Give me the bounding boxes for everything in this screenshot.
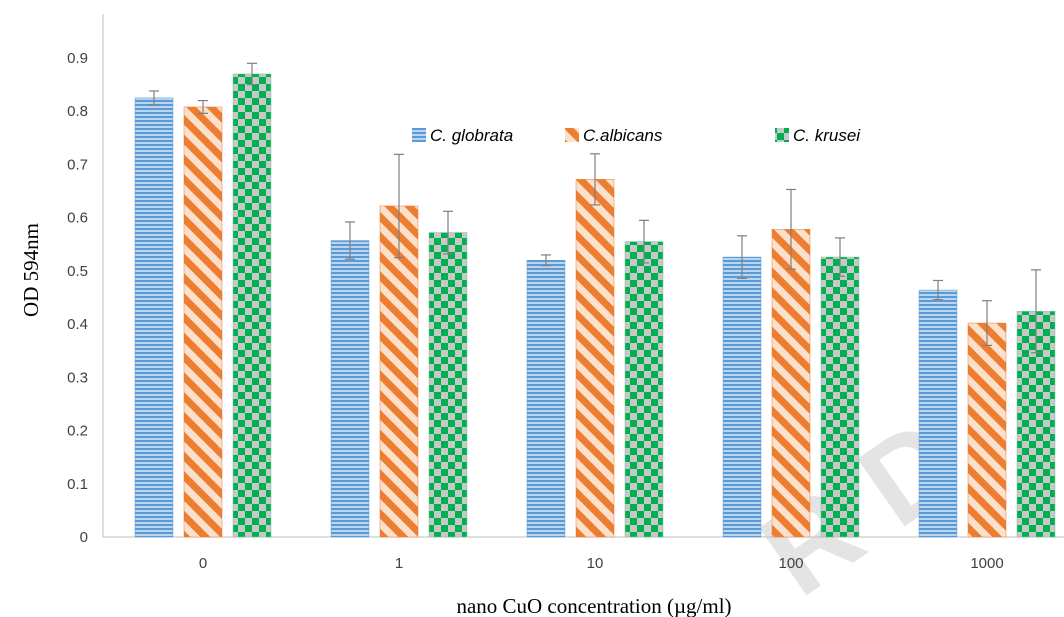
- error-bars-group: [149, 62, 1041, 354]
- x-axis-title: nano CuO concentration (µg/ml): [456, 594, 731, 617]
- bar-c-albicans-1000: [967, 322, 1007, 538]
- y-tick-label: 0.8: [67, 103, 88, 120]
- y-tick-label: 0.5: [67, 263, 88, 280]
- legend-swatch-c-albicans: [565, 128, 579, 142]
- y-tick-label: 0.1: [67, 476, 88, 493]
- bar-c-krusei-0: [232, 73, 272, 538]
- y-tick-label: 0.4: [67, 316, 88, 333]
- y-tick-label: 0.9: [67, 50, 88, 67]
- x-axis-ticks: 0 1 10 100 1000: [199, 555, 1004, 572]
- legend-label-c-krusei: C. krusei: [793, 126, 861, 145]
- error-bar: [933, 279, 943, 301]
- y-tick-label: 0.3: [67, 369, 88, 386]
- bar-c-albicans-1: [379, 205, 419, 538]
- x-tick-label: 10: [587, 555, 604, 572]
- error-bar: [345, 221, 355, 260]
- bar-c-globrata-10: [526, 259, 566, 538]
- legend-swatch-c-globrata: [412, 128, 426, 142]
- bar-c-krusei-1: [428, 232, 468, 538]
- y-tick-label: 0.2: [67, 423, 88, 440]
- bar-c-albicans-0: [183, 106, 223, 538]
- bar-c-globrata-0: [134, 97, 174, 538]
- bar-c-globrata-100: [722, 256, 762, 538]
- error-bar: [149, 90, 159, 106]
- bar-c-krusei-10: [624, 241, 664, 538]
- y-axis-title: OD 594nm: [19, 223, 43, 317]
- x-tick-label: 0: [199, 555, 207, 572]
- error-bar: [639, 219, 649, 264]
- bar-c-albicans-10: [575, 179, 615, 538]
- y-axis-ticks: 0 0.1 0.2 0.3 0.4 0.5 0.6 0.7 0.8 0.9: [67, 50, 88, 546]
- y-tick-label: 0: [80, 529, 88, 546]
- error-bar: [394, 153, 404, 259]
- error-bar: [198, 99, 208, 114]
- legend: C. globrata C.albicans C. krusei: [412, 126, 861, 145]
- bar-c-krusei-100: [820, 256, 860, 538]
- y-tick-label: 0.7: [67, 156, 88, 173]
- x-tick-label: 1000: [970, 555, 1003, 572]
- bar-c-globrata-1000: [918, 289, 958, 538]
- error-bar: [1031, 269, 1041, 354]
- error-bar: [737, 235, 747, 279]
- legend-label-c-albicans: C.albicans: [583, 126, 663, 145]
- error-bar: [247, 62, 257, 86]
- y-tick-label: 0.6: [67, 210, 88, 227]
- x-tick-label: 100: [778, 555, 803, 572]
- legend-swatch-c-krusei: [775, 128, 789, 142]
- error-bar: [541, 254, 551, 267]
- error-bar: [590, 153, 600, 206]
- bar-c-albicans-100: [771, 229, 811, 538]
- legend-label-c-globrata: C. globrata: [430, 126, 513, 145]
- bar-c-globrata-1: [330, 240, 370, 538]
- error-bar: [443, 210, 453, 255]
- error-bar: [982, 300, 992, 346]
- x-tick-label: 1: [395, 555, 403, 572]
- bar-series-group: [134, 73, 1056, 538]
- error-bar: [835, 237, 845, 277]
- error-bar: [786, 188, 796, 270]
